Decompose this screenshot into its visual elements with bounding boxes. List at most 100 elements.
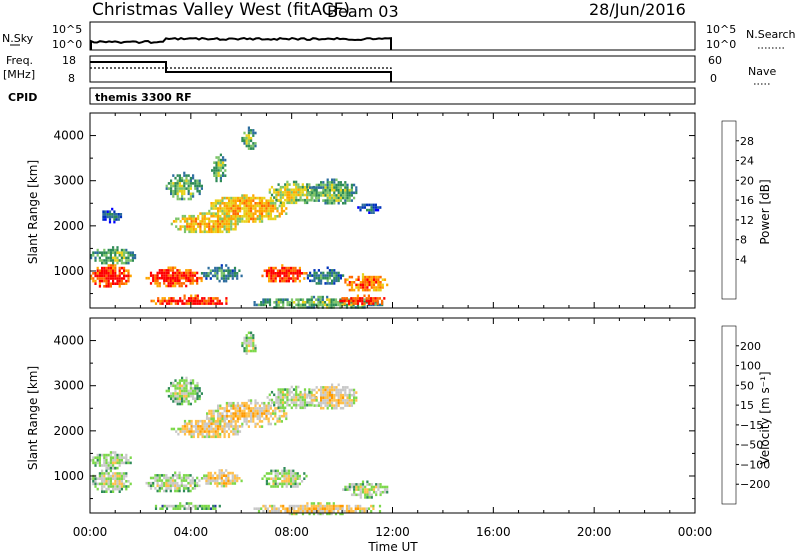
- power-cell: [245, 194, 248, 197]
- power-cell: [331, 196, 334, 200]
- power-cell: [183, 214, 187, 218]
- power-y-tick-label: 3000: [53, 174, 84, 188]
- power-cell: [370, 203, 373, 207]
- velocity-cell: [295, 403, 298, 407]
- power-cell: [171, 284, 175, 288]
- power-cell: [313, 191, 316, 195]
- power-cell: [317, 196, 320, 200]
- power-cell: [268, 272, 271, 275]
- power-cell: [189, 274, 192, 277]
- velocity-cell: [177, 432, 180, 436]
- power-cell: [170, 187, 173, 190]
- power-cell: [158, 271, 161, 275]
- velocity-cell: [359, 490, 362, 494]
- power-cell: [313, 274, 316, 277]
- velocity-cell: [285, 474, 288, 478]
- power-cell: [346, 186, 349, 189]
- velocity-cell: [236, 404, 239, 408]
- velocity-cell: [109, 451, 112, 454]
- velocity-cell: [214, 425, 217, 428]
- power-cell: [335, 196, 338, 200]
- power-cell: [112, 272, 115, 275]
- velocity-cell: [296, 477, 299, 480]
- power-cell: [274, 277, 277, 280]
- power-cell: [265, 199, 268, 202]
- power-cell: [361, 302, 364, 305]
- power-cell: [208, 230, 211, 234]
- velocity-cell: [243, 336, 246, 340]
- velocity-cell: [185, 376, 188, 380]
- power-cell: [209, 272, 212, 275]
- power-cell: [364, 281, 367, 284]
- velocity-cell: [332, 510, 335, 513]
- power-cell: [295, 188, 298, 192]
- power-cell: [208, 220, 211, 223]
- velocity-cell: [284, 388, 287, 391]
- power-cell: [123, 274, 126, 278]
- power-cell: [216, 225, 220, 228]
- power-cell: [157, 297, 160, 300]
- velocity-cell: [112, 474, 115, 478]
- power-cell: [210, 212, 213, 215]
- velocity-cell: [109, 464, 112, 467]
- velocity-cell: [261, 412, 264, 415]
- power-cell: [298, 279, 301, 283]
- velocity-cell: [158, 487, 161, 490]
- power-cell: [106, 210, 109, 213]
- power-cell: [335, 271, 338, 275]
- power-cell: [353, 183, 356, 187]
- velocity-cell: [107, 464, 110, 467]
- power-cell: [231, 274, 234, 278]
- velocity-cell: [337, 383, 340, 387]
- power-cell: [212, 297, 215, 300]
- power-cell: [107, 285, 110, 288]
- power-cell: [342, 274, 345, 277]
- velocity-colorbar-tick-label: 50: [740, 379, 754, 392]
- power-cell: [207, 297, 210, 300]
- velocity-cell: [216, 479, 219, 483]
- power-cell: [105, 266, 108, 270]
- power-colorbar-label: Power [dB]: [758, 179, 772, 244]
- velocity-cell: [359, 493, 362, 497]
- power-cell: [326, 199, 329, 202]
- power-colorbar-tick-label: 24: [740, 155, 754, 168]
- power-cell: [254, 207, 257, 210]
- power-cell: [198, 302, 202, 305]
- velocity-cell: [101, 480, 104, 483]
- power-cell: [230, 199, 233, 202]
- power-cell: [247, 196, 250, 200]
- power-cell: [90, 274, 93, 278]
- power-cell: [292, 198, 296, 202]
- velocity-cell: [247, 399, 250, 402]
- power-cell: [348, 288, 351, 292]
- power-cell: [317, 191, 320, 195]
- velocity-cell: [112, 451, 115, 454]
- velocity-cell: [290, 469, 293, 473]
- power-cell: [283, 209, 286, 213]
- velocity-cell: [245, 420, 248, 423]
- velocity-cell: [370, 504, 373, 508]
- velocity-cell: [232, 432, 235, 436]
- power-cell: [348, 281, 351, 284]
- power-cell: [337, 196, 340, 200]
- velocity-cell: [359, 496, 362, 499]
- velocity-cell: [326, 406, 329, 410]
- power-cell: [236, 207, 239, 210]
- velocity-cell: [116, 461, 119, 465]
- velocity-cell: [220, 484, 223, 488]
- velocity-cell: [189, 474, 192, 477]
- power-cell: [219, 230, 222, 234]
- power-cell: [174, 276, 177, 280]
- power-cell: [108, 220, 112, 224]
- power-cell: [306, 191, 309, 195]
- power-cell: [230, 220, 233, 223]
- velocity-cell: [207, 479, 210, 483]
- power-cell: [188, 225, 191, 228]
- power-heatmap: [90, 126, 389, 309]
- velocity-cell: [191, 487, 194, 490]
- power-cell: [101, 261, 104, 265]
- power-cell: [198, 299, 202, 303]
- velocity-cell: [172, 397, 175, 401]
- velocity-cell: [208, 430, 211, 433]
- power-cell: [176, 192, 179, 196]
